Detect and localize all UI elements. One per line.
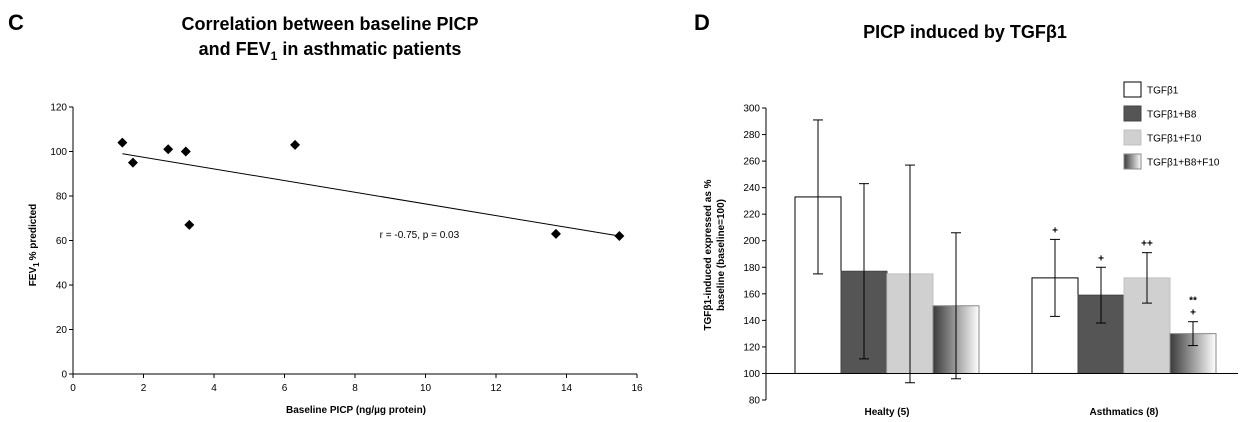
chart-d-legend-swatch <box>1123 105 1142 122</box>
chart-d-error-bars <box>813 119 1198 384</box>
chart-c-title-rest: in asthmatic patients <box>277 39 461 59</box>
chart-d-y-tick-label: 260 <box>743 157 760 168</box>
chart-c-title-fev: and FEV <box>199 39 271 59</box>
chart-c-x-tick-label: 0 <box>70 383 76 394</box>
chart-d-title: PICP induced by TGFβ1 <box>863 22 1067 42</box>
chart-c-point <box>184 219 195 230</box>
chart-c-trendline <box>122 153 620 237</box>
chart-c-point <box>117 137 128 148</box>
panel-c: C Correlation between baseline PICP and … <box>8 10 643 416</box>
chart-d-axes <box>765 108 1238 400</box>
chart-c-axes <box>72 107 637 375</box>
chart-c-points <box>117 137 625 242</box>
chart-d-y-tick-label: 240 <box>743 183 760 194</box>
chart-d-legend-label: TGFβ1+B8+F10 <box>1147 158 1220 169</box>
chart-c-x-axis-label: Baseline PICP (ng/µg protein) <box>286 405 426 416</box>
chart-d-y-tick-label: 80 <box>749 396 761 407</box>
chart-d-category-label: Asthmatics (8) <box>1090 407 1159 418</box>
chart-d-legend-label: TGFβ1 <box>1147 86 1179 97</box>
chart-c-ylabel-rest: % predicted <box>28 204 39 261</box>
chart-c-x-tick-label: 16 <box>631 383 643 394</box>
chart-d-y-tick-label: 100 <box>743 369 760 380</box>
chart-c-y-tick-label: 0 <box>61 370 67 381</box>
chart-d-legend-label: TGFβ1+B8 <box>1147 110 1197 121</box>
chart-d-y-tick-label: 200 <box>743 236 760 247</box>
chart-c-point <box>163 144 174 155</box>
chart-c-x-tick-label: 12 <box>490 383 502 394</box>
chart-d-bars <box>794 196 1217 374</box>
chart-c-y-tick-label: 120 <box>50 103 67 114</box>
chart-d-legend-swatch <box>1123 81 1142 98</box>
chart-c-correlation-annotation: r = -0.75, p = 0.03 <box>380 230 460 241</box>
chart-d-legend: TGFβ1 TGFβ1+B8 TGFβ1+F10 TGFβ1+B8+F10 <box>1123 81 1220 170</box>
chart-c-y-tick-label: 60 <box>56 236 68 247</box>
panel-letter-c: C <box>8 10 24 35</box>
chart-d-y-axis-label-line2: baseline (baseline=100) <box>716 199 727 311</box>
chart-c-ylabel-fev: FEV <box>28 267 39 287</box>
chart-d-legend-swatch <box>1123 129 1142 146</box>
chart-c-title-line1: Correlation between baseline PICP <box>181 14 478 34</box>
chart-d-category-label: Healty (5) <box>864 407 909 418</box>
chart-c-y-tick-label: 40 <box>56 281 68 292</box>
chart-d-significance-mark: ** <box>1189 296 1197 307</box>
chart-c-x-tick-label: 6 <box>282 383 288 394</box>
chart-c-point <box>614 231 625 242</box>
chart-c-point <box>180 146 191 157</box>
chart-c-y-tick-label: 20 <box>56 325 68 336</box>
chart-c-x-tick-label: 2 <box>141 383 147 394</box>
chart-c-y-tick-label: 100 <box>50 147 67 158</box>
chart-d-significance-mark: + <box>1190 308 1196 319</box>
chart-d-y-tick-label: 140 <box>743 316 760 327</box>
chart-d-significance-marks: +++++** <box>1052 225 1197 318</box>
chart-c-point <box>550 228 561 239</box>
chart-d-y-tick-label: 280 <box>743 130 760 141</box>
chart-d-y-tick-label: 180 <box>743 263 760 274</box>
panel-letter-d: D <box>694 10 710 35</box>
panel-d: D PICP induced by TGFβ1 8010012014016018… <box>694 10 1238 418</box>
chart-c-point <box>127 157 138 168</box>
chart-c-trendline-group <box>122 153 620 237</box>
chart-c-x-tick-label: 4 <box>211 383 217 394</box>
chart-c-point <box>290 139 301 150</box>
chart-d-title-beta: β <box>1046 22 1057 42</box>
chart-c-y-tick-label: 80 <box>56 192 68 203</box>
chart-d-title-main: PICP induced by TGF <box>863 22 1046 42</box>
chart-d-y-tick-label: 160 <box>743 289 760 300</box>
chart-c-y-axis-label: FEV1% predicted <box>28 204 41 287</box>
chart-d-legend-swatch <box>1123 153 1142 170</box>
chart-c-title-subscript: 1 <box>271 49 278 63</box>
chart-d-title-one: 1 <box>1057 22 1067 42</box>
chart-d-y-tick-label: 120 <box>743 342 760 353</box>
chart-c-x-tick-label: 10 <box>420 383 432 394</box>
chart-d-y-tick-label: 300 <box>743 104 760 115</box>
chart-d-legend-label: TGFβ1+F10 <box>1147 134 1202 145</box>
chart-c-title-line2: and FEV1 in asthmatic patients <box>199 39 462 63</box>
chart-c-x-tick-label: 14 <box>561 383 573 394</box>
chart-c-x-tick-label: 8 <box>352 383 358 394</box>
chart-c-ylabel-subscript: 1 <box>32 262 41 267</box>
chart-d-significance-mark: ++ <box>1141 239 1153 250</box>
chart-c-ticks: 0 2 4 6 8 10 12 14 16 0 20 40 60 80 100 120 <box>50 103 643 395</box>
chart-d-significance-mark: + <box>1098 253 1104 264</box>
chart-d-ticks: 80 100 120 140 160 180 200 220 240 260 280 300 Healt… <box>743 104 1158 419</box>
chart-d-significance-mark: + <box>1052 225 1058 236</box>
chart-d-y-tick-label: 220 <box>743 210 760 221</box>
chart-d-y-axis-label-line1: TGFβ1-induced expressed as % <box>703 179 714 330</box>
